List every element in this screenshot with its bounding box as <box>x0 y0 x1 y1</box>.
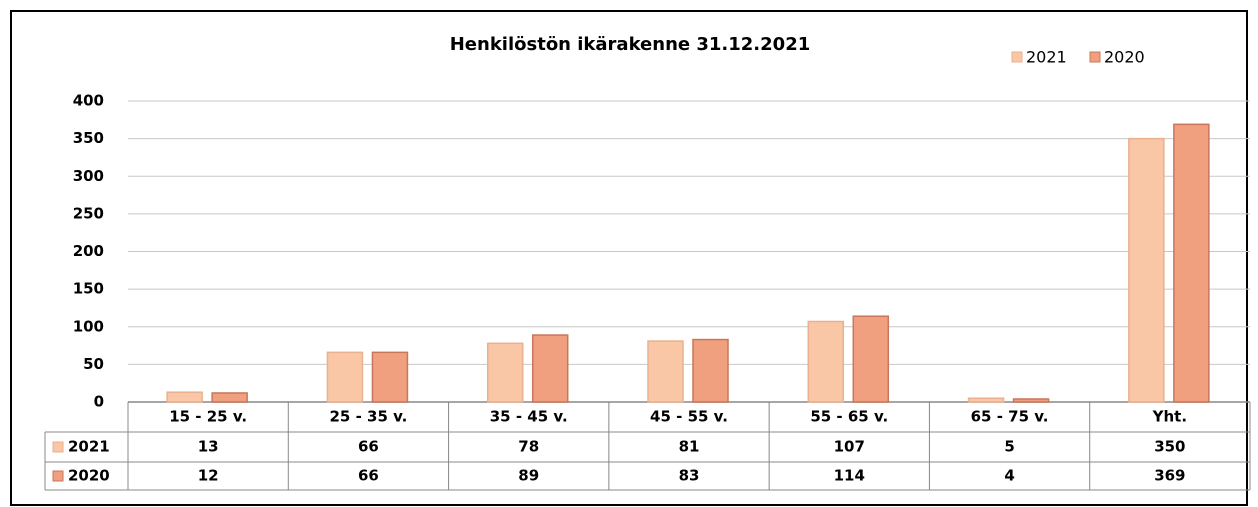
y-tick-label: 0 <box>94 393 104 411</box>
y-tick-label: 100 <box>73 317 104 335</box>
legend-label: 2021 <box>1026 48 1067 67</box>
table-value: 350 <box>1154 438 1185 456</box>
bar <box>211 392 248 403</box>
table-value: 12 <box>198 467 219 485</box>
table-value: 107 <box>834 438 865 456</box>
legend-swatch <box>1011 51 1023 63</box>
bar <box>1128 137 1165 403</box>
bar <box>1012 398 1050 403</box>
y-tick-label: 250 <box>73 204 104 222</box>
bar <box>647 340 684 403</box>
table-legend-swatch <box>52 470 64 482</box>
table-series-name: 2020 <box>68 467 110 485</box>
table-value: 5 <box>1004 438 1014 456</box>
y-tick-label: 50 <box>83 355 104 373</box>
table-series-name: 2021 <box>68 438 110 456</box>
x-tick-label: 55 - 65 v. <box>810 408 888 426</box>
legend-swatch <box>1089 51 1101 63</box>
x-tick-label: 65 - 75 v. <box>971 408 1049 426</box>
y-tick-label: 200 <box>73 242 104 260</box>
x-tick-label: 35 - 45 v. <box>490 408 568 426</box>
table-value: 81 <box>679 438 700 456</box>
table-legend-swatch <box>52 441 64 453</box>
table-value: 66 <box>358 438 379 456</box>
table-value: 89 <box>518 467 539 485</box>
bar <box>692 338 729 403</box>
bar <box>852 315 890 403</box>
y-tick-label: 300 <box>73 167 104 185</box>
x-tick-label: 45 - 55 v. <box>650 408 728 426</box>
x-tick-label: 25 - 35 v. <box>329 408 407 426</box>
table-value: 4 <box>1004 467 1014 485</box>
y-tick-label: 400 <box>73 92 104 110</box>
table-value: 369 <box>1154 467 1185 485</box>
y-tick-label: 150 <box>73 280 104 298</box>
x-tick-label: Yht. <box>1152 408 1187 426</box>
bar <box>166 391 203 403</box>
bar <box>326 351 364 403</box>
bar <box>486 342 524 403</box>
legend-label: 2020 <box>1104 48 1145 67</box>
table-value: 66 <box>358 467 379 485</box>
bar <box>807 320 845 403</box>
table-value: 78 <box>518 438 539 456</box>
table-value: 83 <box>679 467 700 485</box>
chart-title: Henkilöstön ikärakenne 31.12.2021 <box>450 34 811 55</box>
bar <box>371 351 409 403</box>
x-tick-label: 15 - 25 v. <box>169 408 247 426</box>
y-tick-label: 350 <box>73 129 104 147</box>
chart-border <box>10 10 1248 506</box>
table-value: 13 <box>198 438 219 456</box>
bar <box>531 334 569 403</box>
table-value: 114 <box>834 467 865 485</box>
bar <box>967 397 1005 403</box>
bar <box>1173 123 1210 403</box>
